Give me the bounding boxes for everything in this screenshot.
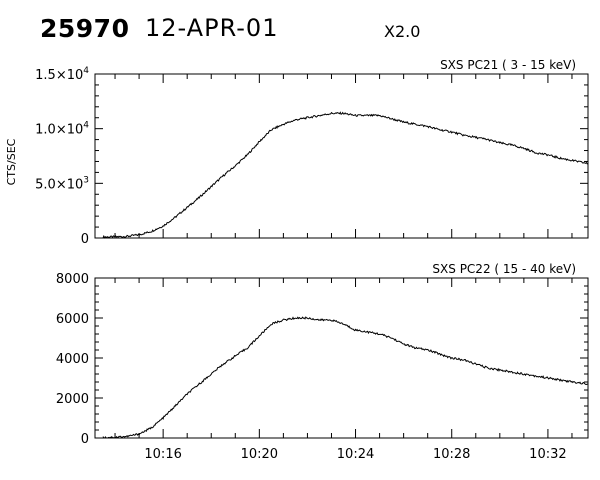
event-date: 12-APR-01 [145,14,279,42]
x-tick-label: 10:28 [433,447,470,462]
y-tick-label: 4000 [56,352,89,367]
plot-frame [94,277,589,439]
plot-frame [94,73,589,239]
x-tick-label: 10:20 [241,447,278,462]
x-tick-label: 10:24 [337,447,374,462]
series-line-pc22 [102,316,588,439]
event-id: 25970 [40,14,130,43]
y-tick-label: 0 [81,232,89,247]
series-line-pc21 [102,111,589,239]
x-tick-label: 10:32 [529,447,566,462]
y-tick-label: 1.5×104 [35,66,89,83]
flare-class: X2.0 [384,22,421,41]
y-tick-label: 1.0×104 [35,121,89,138]
panel-title: SXS PC22 ( 15 - 40 keV) [432,262,576,276]
y-tick-label: 6000 [56,312,89,327]
y-tick-label: 5.0×103 [35,175,89,192]
x-tick-label: 10:16 [144,447,181,462]
y-tick-label: 8000 [56,272,89,287]
panel-title: SXS PC21 ( 3 - 15 keV) [440,58,576,72]
y-axis-label: CTS/SEC [5,138,18,185]
y-tick-label: 2000 [56,392,89,407]
y-tick-label: 0 [81,432,89,447]
